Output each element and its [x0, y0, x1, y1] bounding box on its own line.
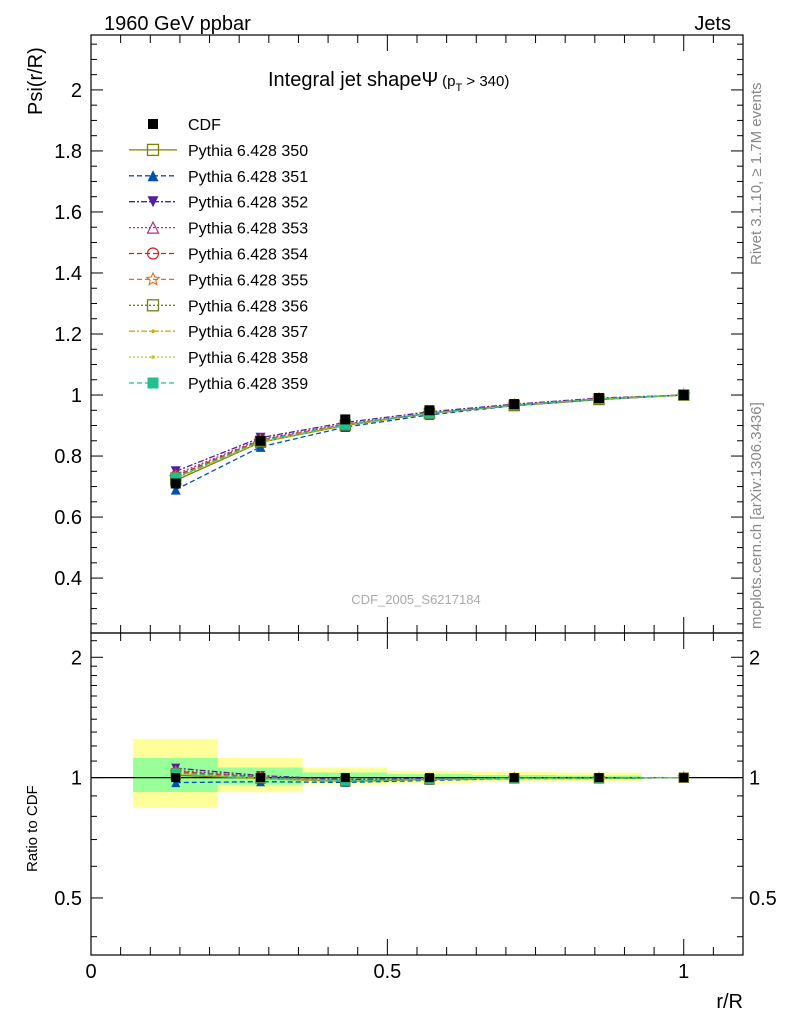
y-tick-label: 2	[71, 80, 82, 102]
plot-title-sub-open: (p	[442, 73, 455, 90]
plot-title-main: Integral jet shapeΨ	[268, 69, 438, 91]
header-energy-label: 1960 GeV ppbar	[104, 13, 251, 35]
data-point-marker	[679, 773, 689, 783]
legend-label: Pythia 6.428 357	[188, 324, 308, 341]
y-tick-label: 0.6	[54, 507, 82, 529]
data-point-marker	[148, 119, 158, 129]
data-point-marker	[340, 414, 351, 425]
data-point-marker	[151, 355, 155, 359]
y-tick-label: 1.4	[54, 263, 82, 285]
data-point-marker	[147, 377, 159, 389]
legend-label: Pythia 6.428 355	[188, 272, 308, 289]
legend-label: CDF	[188, 117, 221, 134]
legend-entry: Pythia 6.428 354	[129, 247, 308, 264]
y-tick-label: 1.8	[54, 141, 82, 163]
x-tick-label: 1	[678, 961, 689, 983]
x-tick-label: 0	[85, 961, 96, 983]
data-point-marker	[151, 329, 155, 334]
mcplots-credit-label: mcplots.cern.ch [arXiv:1306.3436]	[748, 402, 765, 629]
data-point-marker	[594, 773, 604, 783]
data-point-marker	[146, 143, 160, 157]
data-point-marker	[146, 220, 160, 234]
data-point-marker	[146, 247, 160, 260]
plot-title: Integral jet shapeΨ (pT > 340)	[268, 69, 509, 94]
data-point-marker	[424, 405, 435, 416]
ratio-tick-label: 0.5	[54, 888, 82, 910]
y-tick-label: 0.4	[54, 568, 82, 590]
data-point-marker	[147, 170, 159, 182]
legend-label: Pythia 6.428 358	[188, 350, 308, 367]
data-point-marker	[593, 393, 604, 404]
data-point-marker	[171, 773, 181, 783]
data-point-marker	[424, 773, 434, 783]
legend-entry: Pythia 6.428 351	[129, 169, 308, 186]
ratio-axis-title: Ratio to CDF	[24, 785, 41, 872]
plot-title-sub-index: T	[456, 82, 463, 94]
ratio-tick-label: 1	[71, 768, 82, 790]
data-point-marker	[171, 778, 181, 788]
data-point-marker	[509, 399, 520, 410]
legend-label: Pythia 6.428 359	[188, 376, 308, 393]
legend-label: Pythia 6.428 356	[188, 298, 308, 315]
legend-label: Pythia 6.428 353	[188, 221, 308, 238]
ratio-tick-label-right: 1	[749, 768, 760, 790]
legend-entry: Pythia 6.428 355	[129, 271, 308, 289]
data-point-marker	[256, 773, 266, 783]
legend-entry: CDF	[148, 117, 221, 134]
rivet-version-label: Rivet 3.1.10, ≥ 1.7M events	[748, 83, 765, 266]
legend-entry: Pythia 6.428 352	[129, 195, 308, 212]
legend-label: Pythia 6.428 351	[188, 169, 308, 186]
plot-title-sub-close: > 340)	[462, 73, 509, 90]
ratio-tick-label: 2	[71, 647, 82, 669]
ratio-tick-label-right: 2	[749, 647, 760, 669]
legend-entry: Pythia 6.428 350	[129, 143, 308, 160]
data-point-marker	[170, 472, 181, 483]
data-point-marker	[146, 299, 160, 312]
data-point-marker	[171, 768, 181, 778]
data-point-marker	[340, 773, 350, 783]
y-tick-label: 0.8	[54, 446, 82, 468]
data-point-marker	[170, 478, 181, 489]
data-point-marker	[678, 390, 689, 401]
y-tick-label: 1.6	[54, 202, 82, 224]
legend-entry: Pythia 6.428 356	[129, 298, 308, 315]
legend-entry: Pythia 6.428 358	[129, 350, 308, 367]
legend-label: Pythia 6.428 350	[188, 143, 308, 160]
data-point-marker	[147, 196, 159, 208]
data-point-marker	[255, 435, 266, 446]
legend-entry: Pythia 6.428 359	[129, 376, 308, 393]
ratio-tick-label-right: 0.5	[749, 888, 777, 910]
legend-label: Pythia 6.428 352	[188, 195, 308, 212]
x-axis-title: r/R	[716, 991, 743, 1013]
data-point-marker	[145, 271, 161, 286]
data-point-marker	[509, 773, 519, 783]
legend-entry: Pythia 6.428 357	[129, 324, 308, 341]
analysis-id-label: CDF_2005_S6217184	[351, 592, 480, 607]
y-tick-label: 1.2	[54, 324, 82, 346]
legend-entry: Pythia 6.428 353	[129, 221, 308, 238]
y-tick-label: 1	[71, 385, 82, 407]
data-point-marker	[340, 419, 351, 430]
y-axis-title: Psi(r/R)	[25, 47, 47, 115]
legend-label: Pythia 6.428 354	[188, 247, 308, 264]
data-point-marker	[170, 484, 181, 495]
x-tick-label: 0.5	[373, 961, 401, 983]
header-process-label: Jets	[694, 13, 731, 35]
